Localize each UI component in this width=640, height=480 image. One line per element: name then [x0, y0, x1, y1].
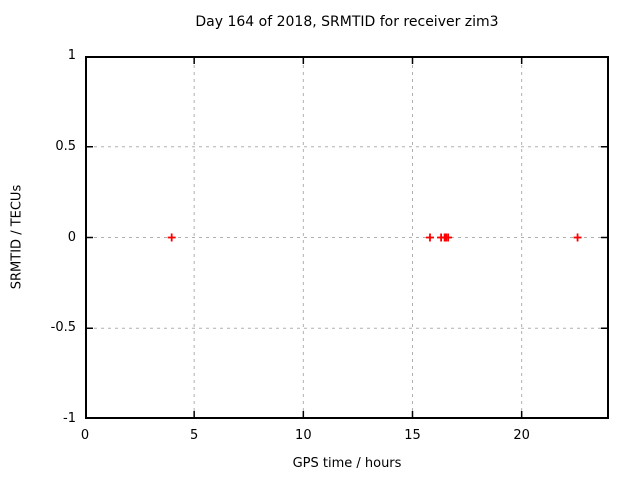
plot-area — [85, 56, 609, 419]
x-tick-label: 0 — [80, 428, 90, 443]
x-tick-label: 5 — [190, 428, 199, 443]
x-tick-label: 20 — [513, 428, 530, 443]
x-tick-label: 10 — [295, 428, 312, 443]
y-tick-label: -0.5 — [50, 320, 76, 336]
y-axis-label: SRMTID / TECUs — [9, 184, 25, 290]
x-axis-label: GPS time / hours — [292, 456, 402, 471]
data-point-marker — [425, 233, 434, 242]
data-point-marker — [167, 233, 176, 242]
x-tick-label: 15 — [404, 428, 421, 443]
chart-title: Day 164 of 2018, SRMTID for receiver zim… — [195, 14, 499, 30]
plot-canvas — [85, 56, 609, 419]
data-point-marker — [444, 233, 453, 242]
plot-border — [85, 56, 609, 419]
data-point-marker — [573, 233, 582, 242]
y-tick-label: 1 — [67, 48, 76, 63]
y-tick-label: 0.5 — [55, 138, 76, 154]
y-tick-label: 0 — [67, 229, 76, 245]
y-tick-label: -1 — [63, 411, 76, 426]
